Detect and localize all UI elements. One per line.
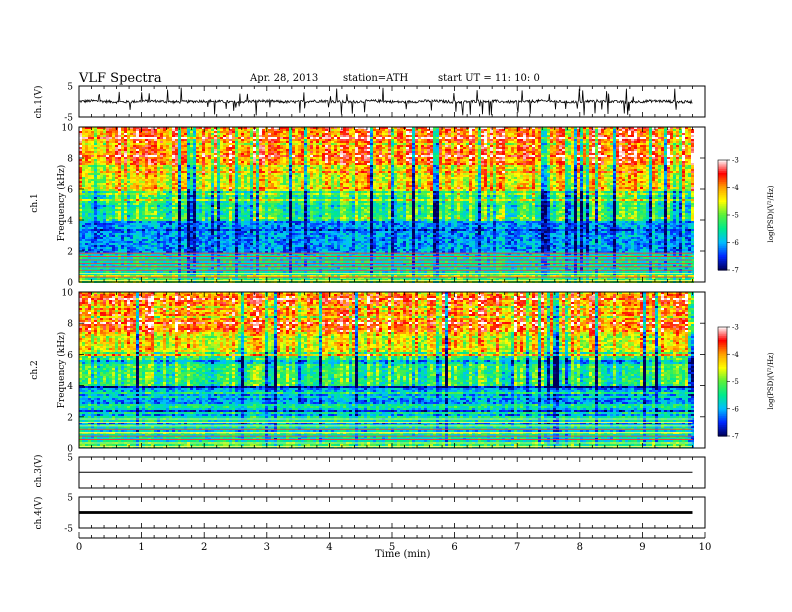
x-axis-label: Time (min) [375, 549, 430, 560]
ch1-spectrogram-colorbar-tick-label: -6 [732, 239, 739, 247]
ch1-waveform-ytick-label: -5 [64, 114, 73, 124]
ch1-spectrogram-ytick-label: 6 [67, 186, 73, 196]
ch2-spectrogram-colorbar-tick-label: -5 [732, 378, 739, 386]
ch4-waveform-ytick-label: -5 [64, 525, 73, 535]
ch2-spectrogram-ytick-label: 0 [67, 445, 73, 455]
time-axis-tick-label: 3 [264, 542, 270, 553]
ch2-spectrogram-ytick-label: 6 [67, 351, 73, 361]
station-label: station=ATH [343, 73, 408, 84]
time-axis-tick-label: 5 [389, 542, 395, 553]
time-axis-tick-label: 6 [451, 542, 457, 553]
ch3-waveform-ytick-label: 5 [67, 454, 73, 464]
ch4-waveform-ytick-label: 5 [67, 494, 73, 504]
ch2-spectrogram-colorbar: -3 -4 -5 -6 -7 [717, 324, 739, 441]
time-axis-tick-label: 7 [514, 542, 520, 553]
ch2-spectrogram-ytick-label: 4 [67, 382, 73, 392]
ch1-spectrogram-image [79, 127, 705, 283]
ch1-waveform-ytick-label: 5 [67, 83, 73, 93]
ch1-waveform [79, 87, 693, 116]
ch1-spectrogram-colorbar-tick-label: -5 [732, 212, 739, 220]
ch2-spectrogram-colorbar-tick-label: -4 [732, 351, 739, 359]
date-label: Apr. 28, 2013 [250, 73, 318, 84]
ch2-spectrogram-ytick-label: 8 [67, 320, 73, 330]
ch1-spectrogram-colorbar: -3 -4 -5 -6 -7 [717, 157, 739, 275]
time-axis-tick-label: 9 [639, 542, 645, 553]
time-axis-tick-label: 8 [577, 542, 583, 553]
time-axis-tick-label: 10 [699, 542, 712, 553]
ch1-spectrogram-colorbar-tick-label: -4 [732, 184, 739, 192]
ch1-spectrogram-colorbar-tick-label: -3 [732, 157, 739, 165]
start-time-label: start UT = 11: 10: 0 [438, 73, 540, 84]
ch2-spectrogram-colorbar-tick-label: -7 [732, 433, 739, 441]
ch2-spectrogram-ytick-label: 10 [62, 289, 74, 299]
ch4-waveform-trace [79, 511, 693, 514]
time-axis-tick-label: 2 [201, 542, 207, 553]
ch1-waveform-trace [79, 87, 693, 116]
ch1-spectrogram-ytick-label: 4 [67, 217, 73, 227]
time-axis-tick-label: 0 [76, 542, 82, 553]
ch2-spectrogram-colorbar-tick-label: -3 [732, 324, 739, 332]
plot-title: VLF Spectra [79, 71, 162, 86]
ch1-spectrogram-ytick-label: 0 [67, 279, 73, 289]
time-axis-tick-label: 1 [138, 542, 144, 553]
ch1-spectrogram-ytick-label: 2 [67, 248, 73, 258]
ch2-spectrogram-image [79, 292, 705, 448]
ch1-spectrogram-colorbar-tick-label: -7 [732, 267, 739, 275]
ch1-spectrogram-ytick-label: 10 [62, 124, 74, 134]
time-axis-tick-label: 4 [326, 542, 332, 553]
ch1-spectrogram-ytick-label: 8 [67, 155, 73, 165]
ch2-spectrogram-ytick-label: 2 [67, 413, 73, 423]
ch4-waveform [79, 511, 693, 514]
ch2-spectrogram-colorbar-tick-label: -6 [732, 405, 739, 413]
